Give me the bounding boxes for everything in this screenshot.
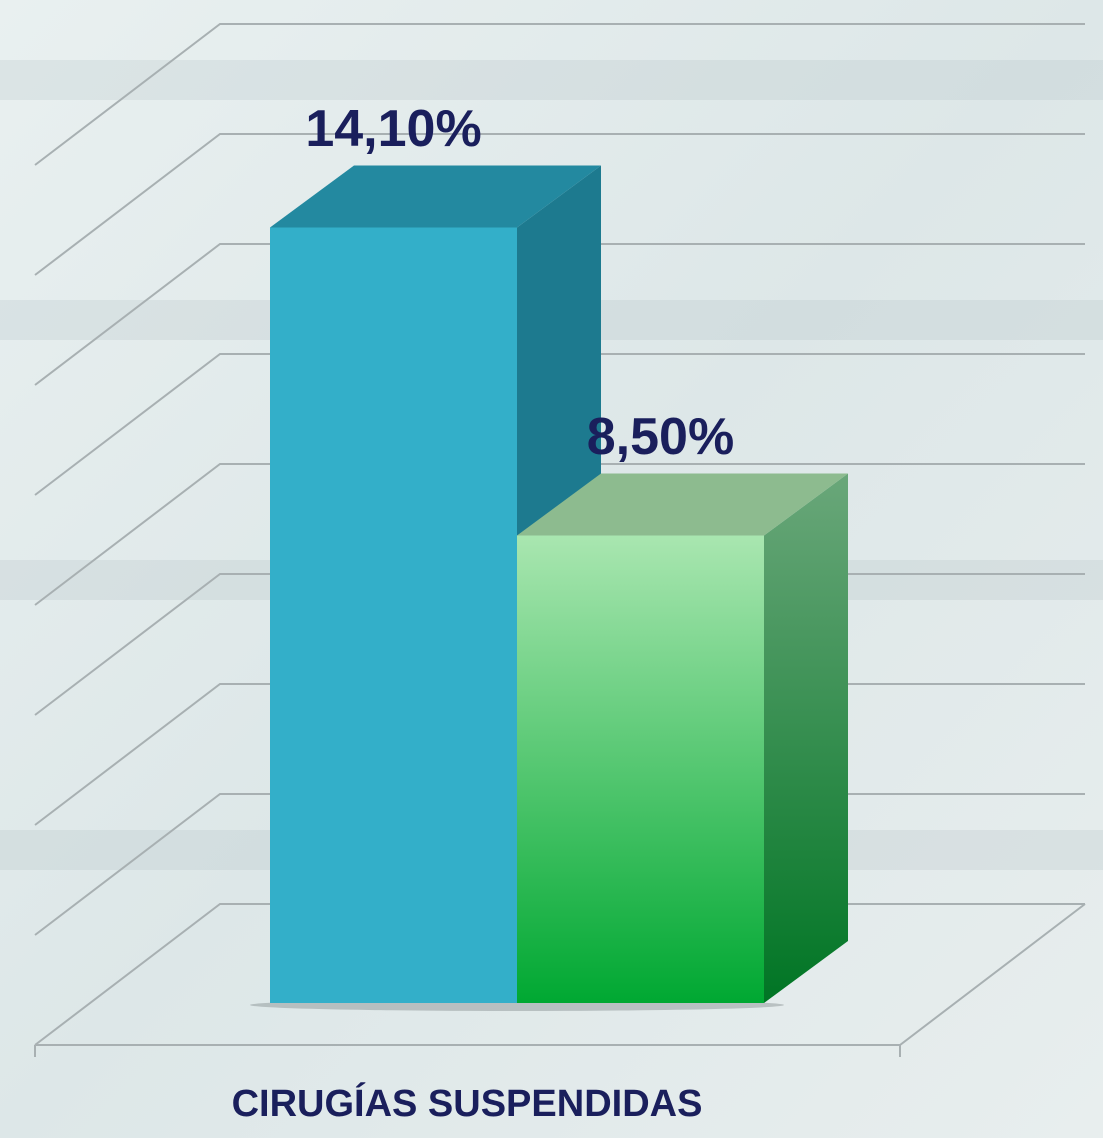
value-label: 8,50%	[587, 408, 734, 466]
bar	[517, 474, 848, 1004]
chart: 14,10% 8,50% CIRUGÍAS SUSPENDIDAS	[0, 0, 1103, 1138]
x-tick-label: CIRUGÍAS SUSPENDIDAS	[232, 1081, 703, 1125]
value-label: 14,10%	[305, 100, 481, 158]
bar-front	[270, 228, 517, 1004]
bar-front	[517, 536, 764, 1004]
bar-side	[764, 474, 848, 1004]
